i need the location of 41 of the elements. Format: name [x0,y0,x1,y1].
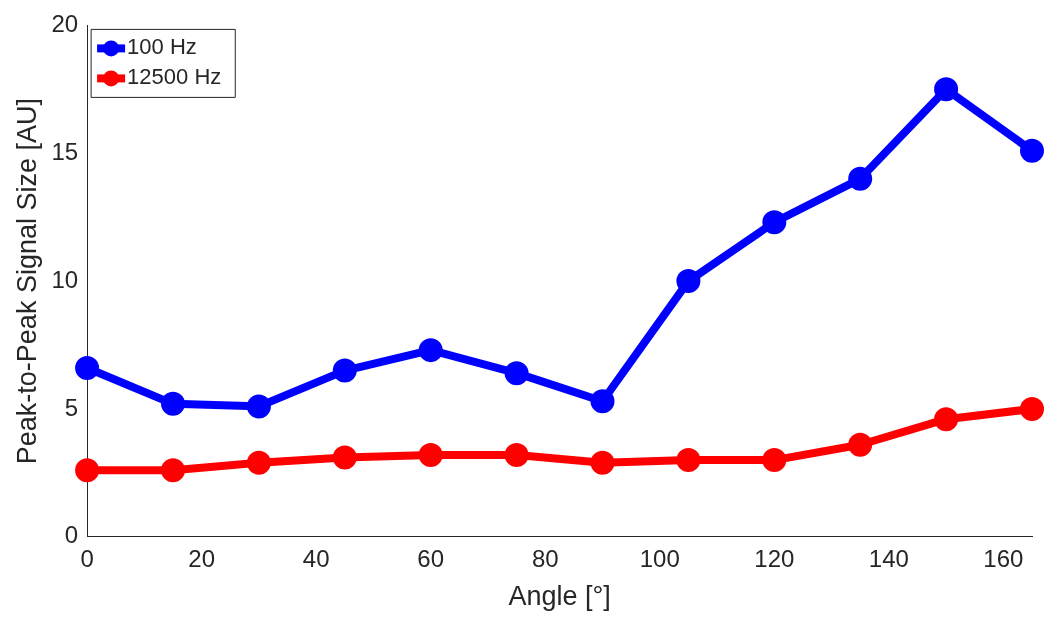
point [1020,396,1044,421]
point [332,358,357,383]
point [75,458,100,483]
point [848,432,873,457]
point [504,442,529,467]
point [848,166,873,191]
x-tick-label: 20 [188,544,215,572]
point [590,450,615,475]
point [418,338,443,363]
x-tick-label: 100 [639,544,680,572]
point [762,210,787,235]
x-tick-label: 40 [302,544,330,572]
x-tick-label: 60 [417,544,445,572]
y-tick-label: 0 [64,521,79,549]
y-axis-title: Peak-to-Peak Signal Size [AU] [11,98,42,465]
point [590,389,615,414]
x-tick-label: 160 [983,544,1024,572]
point [418,442,443,467]
point [246,450,271,475]
point [934,407,959,432]
point [762,448,787,473]
point [161,391,185,416]
x-axis-title: Angle [°] [508,581,611,612]
point [332,445,357,470]
y-tick-label: 20 [51,10,79,38]
point [75,356,100,381]
point [676,448,701,473]
point [504,361,529,386]
point [1020,138,1044,163]
y-tick-label: 15 [51,137,79,165]
y-tick-label: 10 [51,265,79,293]
point [934,77,959,102]
point [161,458,185,483]
x-tick-label: 140 [868,544,909,572]
x-tick-label: 80 [531,544,559,572]
point [676,269,701,294]
point [246,394,271,419]
y-tick-label: 5 [64,393,79,421]
x-tick-label: 120 [754,544,795,572]
legend-label: 100 Hz [127,34,197,60]
legend-label: 12500 Hz [127,64,222,90]
